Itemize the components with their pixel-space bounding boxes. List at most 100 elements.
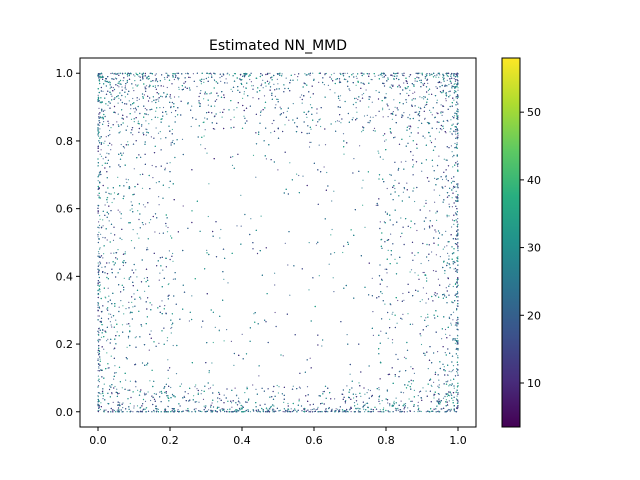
scatter-point — [456, 347, 458, 349]
scatter-point — [457, 218, 459, 220]
scatter-point — [178, 96, 180, 98]
scatter-point — [320, 125, 322, 128]
scatter-point — [150, 399, 152, 402]
scatter-point — [110, 313, 112, 315]
scatter-point — [408, 398, 410, 400]
scatter-point — [394, 106, 396, 108]
scatter-point — [405, 160, 407, 162]
scatter-point — [316, 408, 318, 410]
scatter-point — [279, 409, 281, 411]
scatter-point — [452, 399, 454, 401]
scatter-point — [452, 285, 454, 288]
scatter-point — [99, 247, 101, 249]
scatter-point — [386, 187, 388, 190]
scatter-point — [420, 410, 422, 413]
scatter-point — [216, 99, 218, 101]
scatter-point — [363, 92, 365, 95]
scatter-point — [99, 262, 101, 264]
scatter-point — [306, 116, 308, 118]
scatter-point — [408, 125, 410, 127]
scatter-point — [167, 226, 169, 229]
scatter-point — [279, 106, 281, 108]
scatter-point — [97, 302, 99, 304]
scatter-point — [331, 200, 333, 202]
scatter-point — [107, 104, 109, 106]
scatter-point — [452, 365, 455, 367]
scatter-point — [273, 409, 275, 411]
scatter-point — [102, 158, 104, 160]
scatter-point — [177, 409, 179, 411]
scatter-point — [275, 104, 277, 106]
scatter-point — [419, 96, 421, 98]
scatter-point — [449, 395, 451, 397]
scatter-point — [197, 392, 199, 394]
scatter-point — [308, 242, 310, 244]
scatter-point — [424, 117, 426, 119]
scatter-point — [237, 409, 239, 412]
scatter-point — [444, 246, 446, 248]
scatter-point — [104, 140, 106, 142]
scatter-point — [371, 277, 373, 279]
scatter-point — [445, 159, 447, 161]
scatter-point — [369, 122, 371, 124]
scatter-point — [447, 75, 449, 77]
scatter-point — [109, 129, 111, 132]
scatter-point — [226, 82, 228, 84]
scatter-point — [233, 116, 235, 118]
scatter-point — [98, 288, 101, 290]
scatter-point — [392, 311, 394, 313]
scatter-point — [452, 369, 454, 371]
scatter-point — [446, 395, 448, 397]
scatter-point — [116, 331, 118, 333]
scatter-point — [381, 292, 383, 295]
scatter-point — [395, 397, 397, 399]
scatter-point — [364, 226, 366, 228]
scatter-point — [198, 401, 200, 403]
scatter-point — [174, 116, 176, 118]
scatter-point — [392, 111, 394, 113]
scatter-point — [98, 221, 100, 223]
scatter-point — [219, 398, 221, 400]
scatter-point — [296, 79, 299, 81]
scatter-point — [339, 80, 341, 82]
scatter-point — [168, 283, 170, 285]
scatter-point — [455, 323, 457, 325]
scatter-point — [114, 385, 116, 388]
scatter-point — [252, 154, 255, 156]
scatter-point — [410, 227, 412, 229]
scatter-point — [231, 406, 233, 408]
scatter-point — [431, 251, 433, 253]
scatter-point — [166, 86, 168, 89]
scatter-point — [155, 127, 157, 129]
scatter-point — [134, 75, 136, 77]
scatter-point — [112, 78, 114, 80]
scatter-point — [175, 373, 178, 375]
scatter-point — [382, 109, 384, 111]
scatter-point — [424, 77, 426, 80]
scatter-point — [99, 218, 101, 220]
scatter-point — [144, 107, 146, 110]
scatter-point — [375, 90, 377, 92]
scatter-point — [426, 121, 428, 124]
scatter-point — [383, 221, 385, 223]
scatter-point — [103, 142, 105, 144]
scatter-point — [303, 410, 305, 413]
scatter-point — [452, 319, 454, 321]
scatter-point — [442, 76, 444, 78]
scatter-point — [98, 332, 100, 334]
scatter-point — [378, 398, 380, 400]
scatter-point — [404, 403, 407, 405]
scatter-point — [135, 84, 137, 86]
scatter-point — [97, 293, 99, 296]
scatter-point — [416, 229, 418, 232]
scatter-point — [99, 284, 101, 286]
scatter-point — [151, 119, 153, 121]
scatter-point — [419, 72, 421, 74]
scatter-point — [97, 351, 99, 353]
scatter-point — [277, 98, 279, 101]
scatter-point — [132, 306, 134, 308]
scatter-point — [384, 268, 386, 270]
scatter-point — [163, 77, 166, 79]
scatter-point — [450, 324, 452, 326]
